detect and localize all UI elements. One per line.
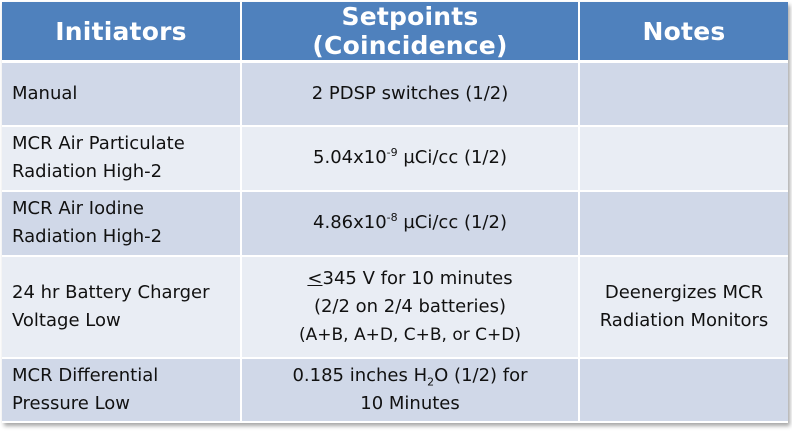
initiator-cell: MCR Air Particulate Radiation High-2	[2, 125, 242, 192]
setpoint-line-2: (2/2 on 2/4 batteries)	[313, 295, 507, 317]
setpoint-exponent: -8	[386, 211, 398, 224]
initiator-line-2: Radiation High-2	[12, 161, 163, 182]
setpoint-subscript: 2	[427, 375, 435, 389]
header-setpoints: Setpoints (Coincidence)	[241, 2, 580, 63]
less-equal-symbol: <	[307, 267, 323, 289]
table-row: MCR Air Iodine Radiation High-2 4.86x10-…	[2, 190, 788, 257]
table-row: Manual 2 PDSP switches (1/2)	[2, 61, 788, 127]
setpoint-text: 2 PDSP switches (1/2)	[311, 82, 509, 104]
setpoint-base: 4.86x10	[313, 212, 387, 233]
notes-line-2: Radiation Monitors	[599, 309, 769, 331]
setpoint-line-1: <345 V for 10 minutes	[252, 265, 568, 293]
setpoint-exponent: -9	[386, 146, 398, 159]
notes-line-1: Deenergizes MCR	[604, 281, 764, 303]
initiator-cell: Manual	[2, 61, 242, 127]
initiator-text: Manual	[12, 82, 78, 104]
initiator-line-2: Voltage Low	[12, 309, 121, 331]
initiators-table: Initiators Setpoints (Coincidence) Notes…	[2, 2, 788, 423]
initiator-line-2: Pressure Low	[12, 392, 131, 414]
notes-cell	[579, 190, 788, 257]
header-row: Initiators Setpoints (Coincidence) Notes	[2, 2, 788, 63]
setpoint-base: 5.04x10	[313, 147, 387, 168]
setpoint-line-2: 10 Minutes	[360, 392, 460, 414]
initiator-line-2: Radiation High-2	[12, 226, 163, 247]
setpoint-pre: 0.185 inches H	[292, 364, 428, 386]
setpoint-line-1: 0.185 inches H2O (1/2) for	[252, 362, 568, 390]
setpoint-cell: 0.185 inches H2O (1/2) for 10 Minutes	[241, 357, 580, 423]
notes-cell: Deenergizes MCR Radiation Monitors	[579, 255, 788, 359]
initiator-line-1: 24 hr Battery Charger	[12, 281, 210, 303]
setpoint-cell: 5.04x10-9 µCi/cc (1/2)	[241, 125, 580, 192]
header-notes: Notes	[579, 2, 788, 63]
initiator-cell: 24 hr Battery Charger Voltage Low	[2, 255, 242, 359]
header-initiators: Initiators	[2, 2, 242, 63]
initiator-cell: MCR Air Iodine Radiation High-2	[2, 190, 242, 257]
setpoint-unit: µCi/cc (1/2)	[397, 147, 507, 168]
initiator-line-1: MCR Differential	[12, 364, 159, 386]
setpoint-line-3: (A+B, A+D, C+B, or C+D)	[299, 324, 521, 345]
notes-cell	[579, 61, 788, 127]
notes-cell	[579, 125, 788, 192]
initiator-cell: MCR Differential Pressure Low	[2, 357, 242, 423]
setpoint-cell: 4.86x10-8 µCi/cc (1/2)	[241, 190, 580, 257]
table-row: MCR Air Particulate Radiation High-2 5.0…	[2, 125, 788, 192]
setpoint-cell: <345 V for 10 minutes (2/2 on 2/4 batter…	[241, 255, 580, 359]
table-row: 24 hr Battery Charger Voltage Low <345 V…	[2, 255, 788, 359]
setpoint-line-1-text: 345 V for 10 minutes	[322, 267, 513, 289]
setpoint-unit: µCi/cc (1/2)	[397, 212, 507, 233]
initiator-line-1: MCR Air Particulate	[12, 133, 185, 154]
notes-cell	[579, 357, 788, 423]
setpoint-cell: 2 PDSP switches (1/2)	[241, 61, 580, 127]
initiator-line-1: MCR Air Iodine	[12, 198, 144, 219]
setpoint-post: O (1/2) for	[434, 364, 528, 386]
table-row: MCR Differential Pressure Low 0.185 inch…	[2, 357, 788, 423]
